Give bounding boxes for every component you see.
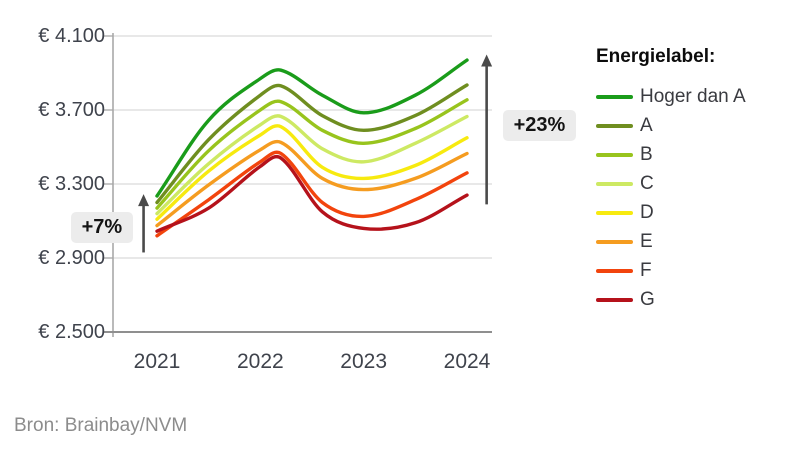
source-credit: Bron: Brainbay/NVM [14,415,188,436]
legend-item-e: E [596,227,746,256]
legend-label: D [640,201,654,223]
legend-title: Energielabel: [596,46,716,67]
legend-swatch-icon [596,152,633,157]
legend-item-b: B [596,140,746,169]
x-axis-label: 2021 [133,350,181,373]
series-line-b [155,98,469,210]
legend-label: A [640,114,653,136]
percentage-annotation: +23% [502,109,577,141]
y-axis-label: € 3.300 [38,172,105,195]
legend-swatch-icon [596,239,633,244]
legend-swatch-icon [596,268,633,273]
legend-swatch-icon [596,297,633,302]
trend-arrow-head [481,54,493,67]
legend-item-g: G [596,285,746,314]
legend-item-f: F [596,256,746,285]
y-axis-label: € 3.700 [38,98,105,121]
legend-label: Hoger dan A [640,85,746,107]
x-axis-label: 2024 [443,350,491,373]
legend-swatch-icon [596,123,633,128]
legend-label: C [640,172,654,194]
legend-swatch-icon [596,181,633,186]
legend-swatch-icon [596,94,633,99]
y-axis-label: € 2.900 [38,246,105,269]
series-line-c [155,114,469,216]
series-line-a [155,83,469,205]
series-line-hoger-dan-a [155,58,469,198]
legend-swatch-icon [596,210,633,215]
legend-item-c: C [596,169,746,198]
y-axis-label: € 4.100 [38,24,105,47]
series-line-d [155,124,469,221]
series-line-f [155,150,469,238]
y-axis-label: € 2.500 [38,320,105,343]
legend-label: G [640,288,655,310]
legend-label: B [640,143,653,165]
percentage-annotation: +7% [70,211,134,243]
x-axis-label: 2022 [236,350,284,373]
trend-arrow-head [138,194,150,207]
legend-label: F [640,259,652,281]
series-line-e [155,139,469,228]
legend-label: E [640,230,653,252]
legend-item-d: D [596,198,746,227]
x-axis-label: 2023 [340,350,388,373]
series-line-g [155,154,469,233]
legend-item-hoger-dan-a: Hoger dan A [596,82,746,111]
legend-item-a: A [596,111,746,140]
